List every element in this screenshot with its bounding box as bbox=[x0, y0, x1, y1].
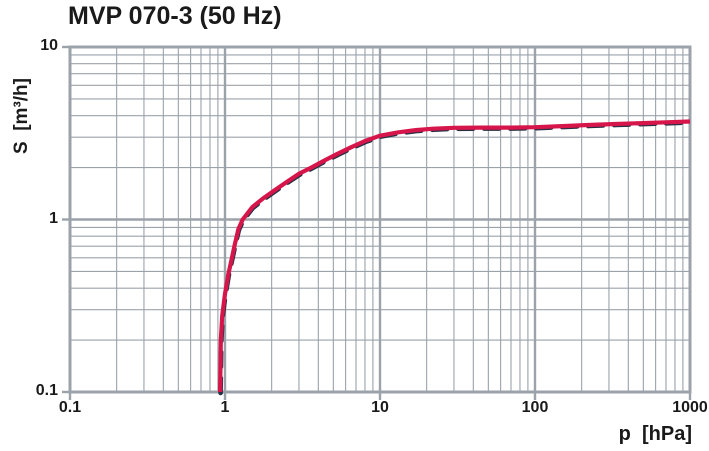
y-tick-label: 0.1 bbox=[35, 382, 58, 400]
speed-curve-50hz bbox=[218, 119, 691, 393]
x-tick-label: 100 bbox=[521, 399, 549, 416]
x-tick-label: 0.1 bbox=[58, 399, 82, 416]
x-axis-label: p [hPa] bbox=[618, 423, 692, 445]
y-tick-label: 1 bbox=[49, 209, 58, 227]
y-tick-label: 10 bbox=[40, 37, 58, 55]
x-tick-label: 10 bbox=[371, 399, 389, 416]
x-tick-label: 1000 bbox=[672, 399, 708, 416]
x-tick-label: 1 bbox=[220, 399, 230, 416]
chart-title: MVP 070-3 (50 Hz) bbox=[68, 2, 282, 30]
